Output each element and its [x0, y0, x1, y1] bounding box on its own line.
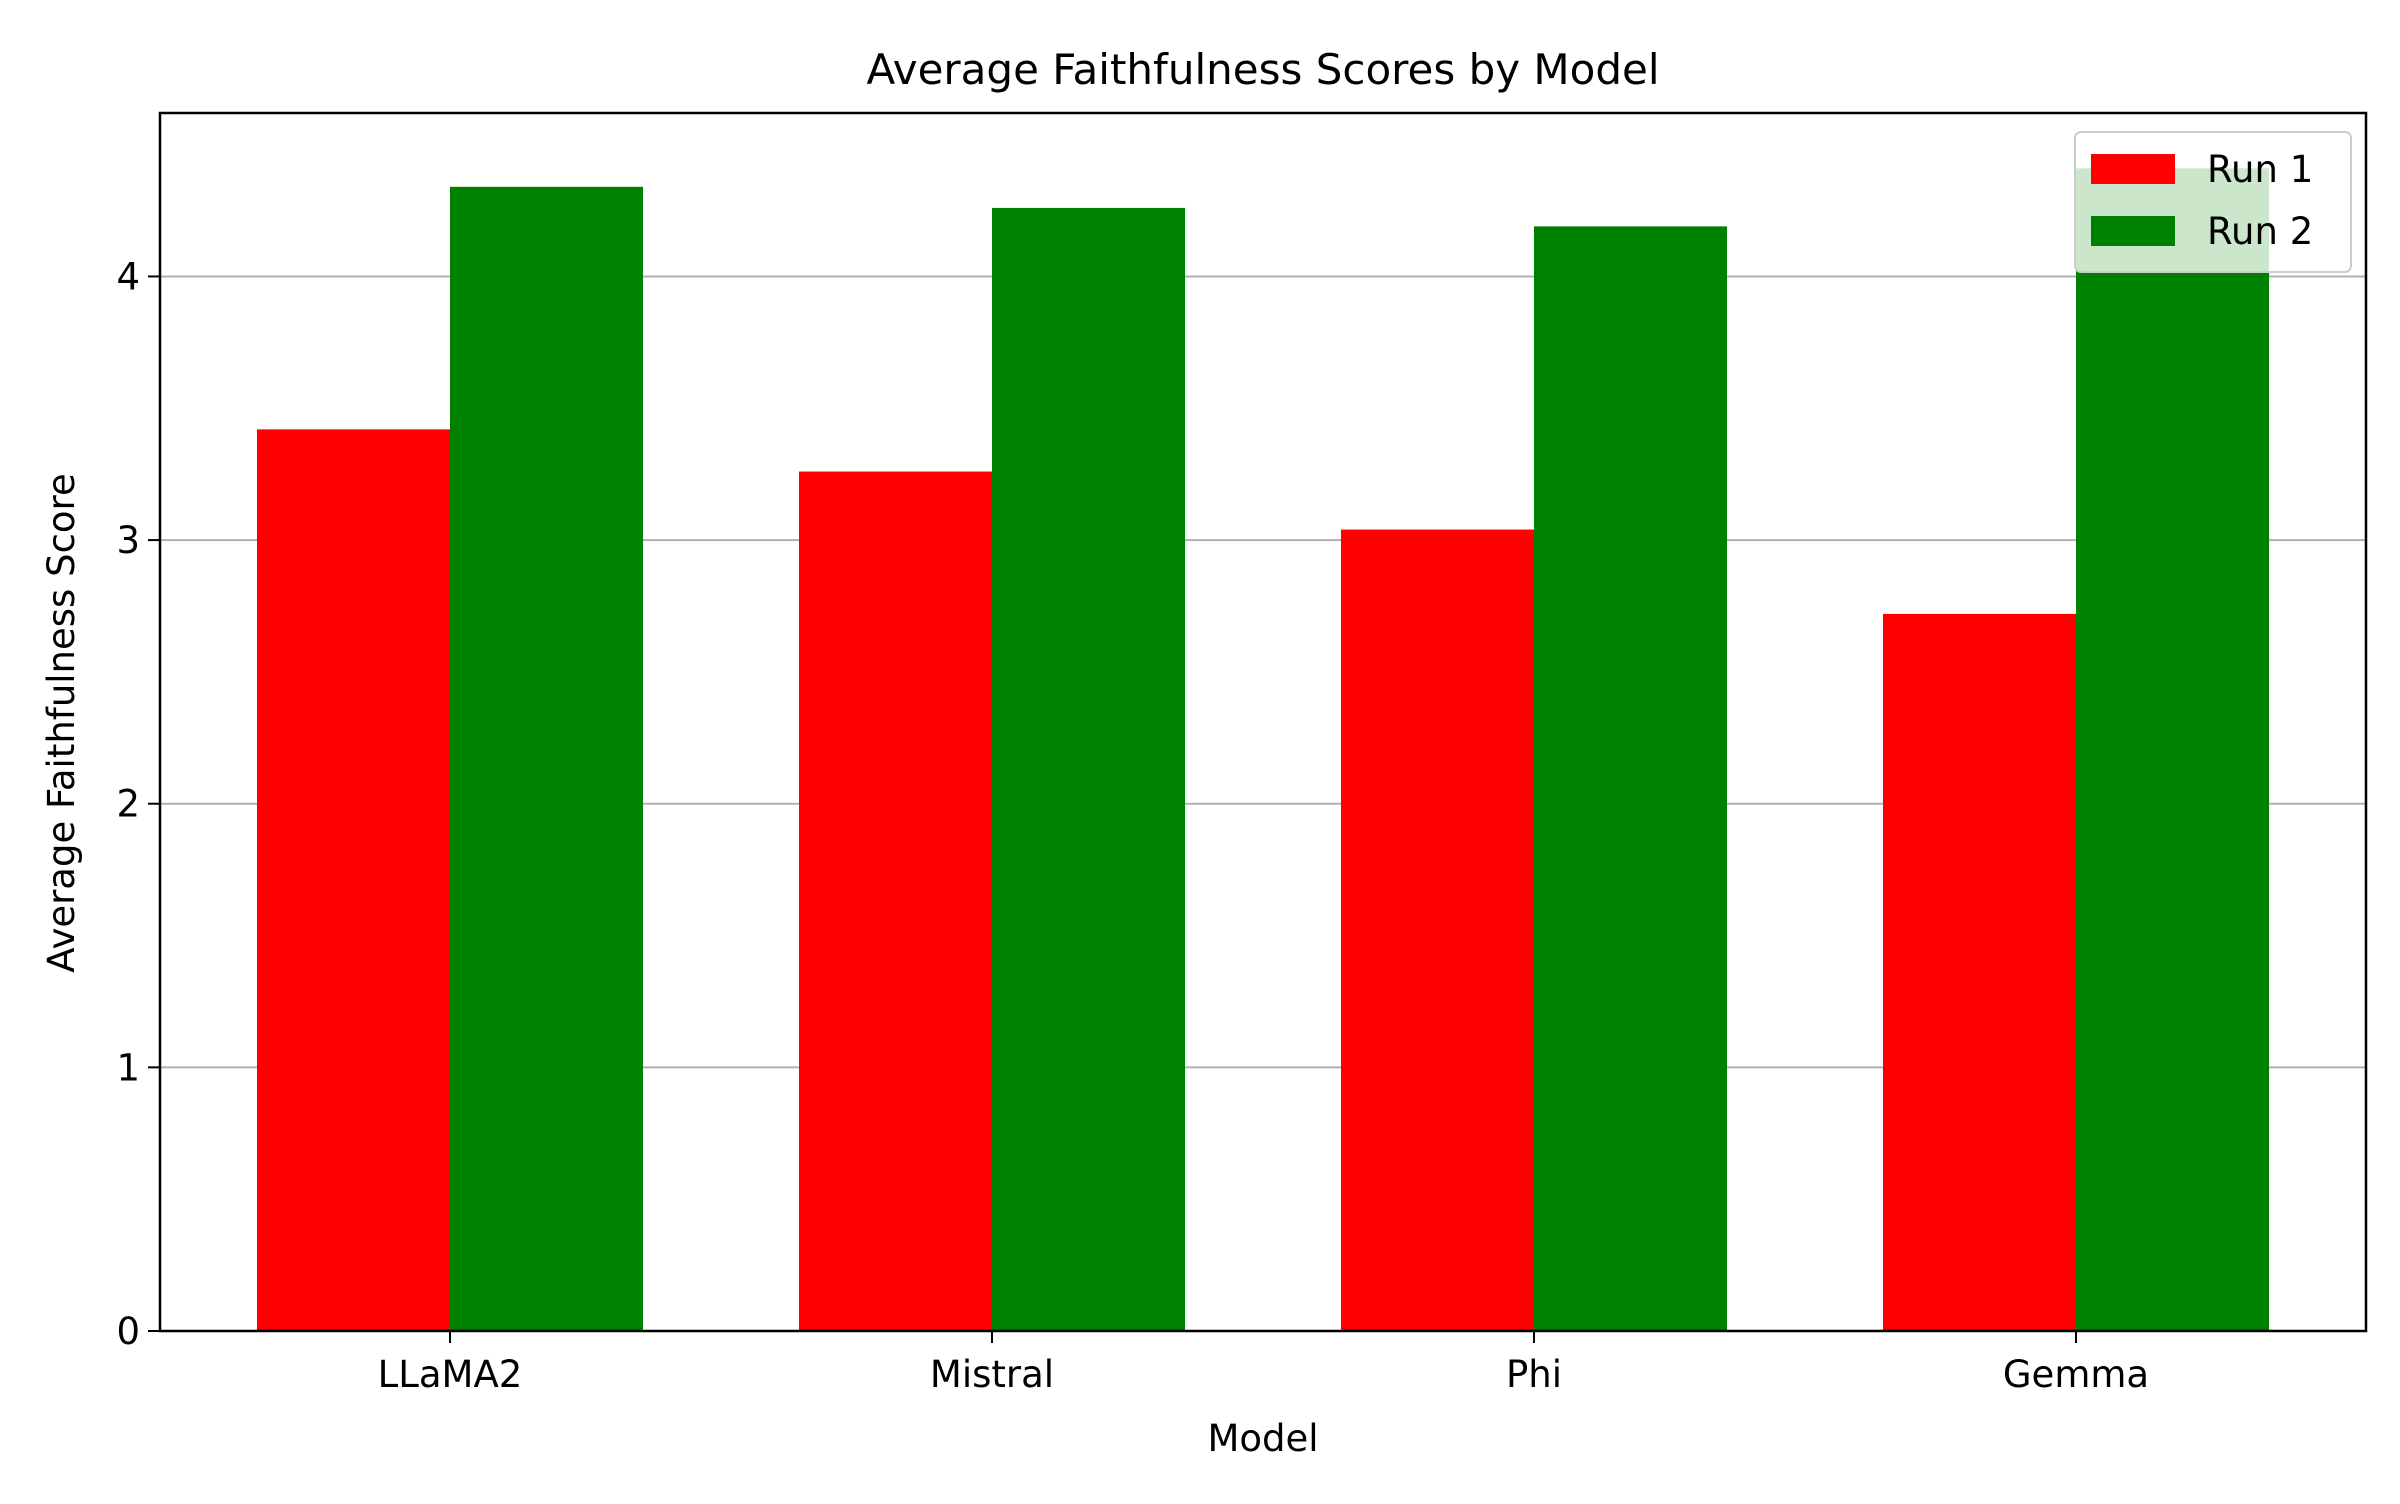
- legend-label-run-2: Run 2: [2207, 210, 2313, 253]
- x-tick-label: Phi: [1506, 1353, 1562, 1396]
- x-tick-label: Gemma: [2003, 1353, 2149, 1396]
- axes: [158, 111, 2368, 1333]
- bar-llama2-run-2: [450, 186, 644, 1332]
- y-tick-label: 4: [116, 255, 140, 298]
- y-tick-label: 0: [116, 1310, 140, 1353]
- x-tick-label: LLaMA2: [378, 1353, 523, 1396]
- x-axis-ticks: LLaMA2 Mistral Phi Gemma: [378, 1331, 2149, 1396]
- bar-phi-run-2: [1534, 226, 1728, 1331]
- bar-gemma-run-1: [1882, 613, 2076, 1331]
- legend-swatch-run-2: [2091, 216, 2175, 246]
- y-tick-label: 3: [116, 519, 140, 562]
- plot-frame: [158, 111, 2368, 1333]
- y-tick-label: 2: [116, 783, 140, 826]
- x-tick-label: Mistral: [930, 1353, 1054, 1396]
- legend: Run 1 Run 2: [2074, 131, 2352, 273]
- bar-phi-run-1: [1340, 529, 1534, 1331]
- y-tick-label: 1: [116, 1046, 140, 1089]
- y-axis-label: Average Faithfulness Score: [40, 473, 83, 972]
- y-axis-ticks: 0 1 2 3 4: [116, 255, 160, 1353]
- bars: [256, 168, 2270, 1332]
- bar-gemma-run-2: [2076, 168, 2270, 1331]
- legend-label-run-1: Run 1: [2207, 148, 2313, 191]
- bar-mistral-run-1: [798, 471, 992, 1332]
- chart-title: Average Faithfulness Scores by Model: [866, 45, 1659, 94]
- legend-swatch-run-1: [2091, 154, 2175, 184]
- x-axis-label: Model: [1207, 1417, 1318, 1460]
- bar-llama2-run-1: [256, 429, 450, 1331]
- bar-mistral-run-2: [992, 207, 1186, 1332]
